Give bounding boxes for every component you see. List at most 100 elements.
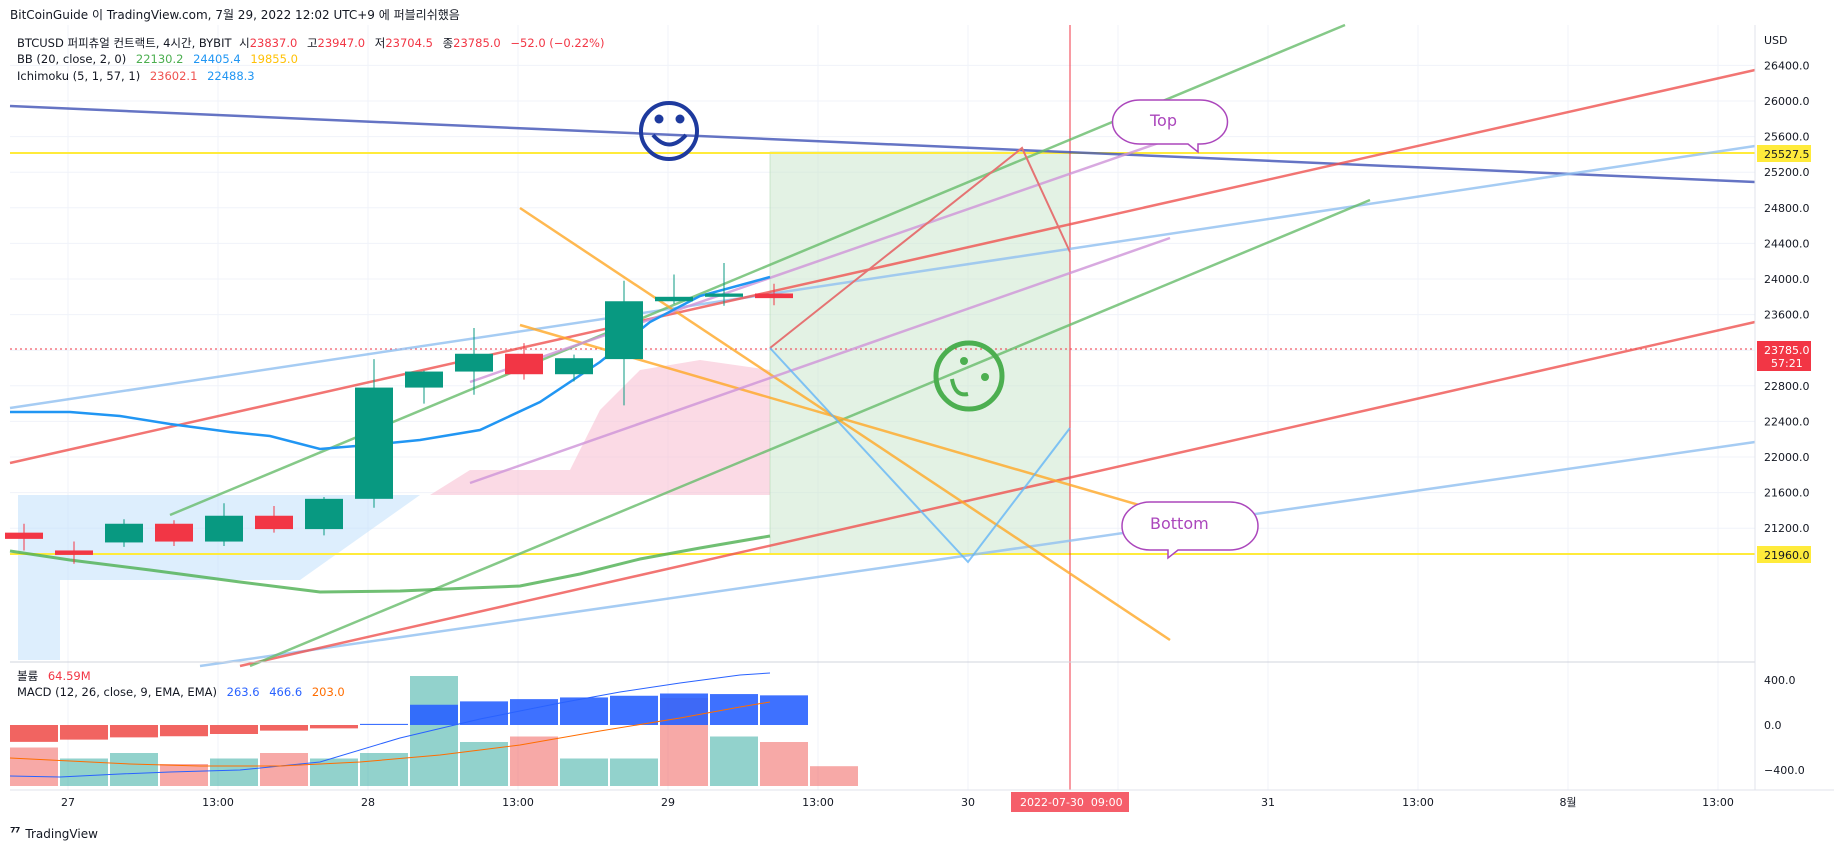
candle-body [705, 293, 743, 297]
svg-text:21960.0: 21960.0 [1764, 549, 1810, 562]
price-tick-label: 24000.0 [1764, 273, 1810, 286]
price-tick-label: 21200.0 [1764, 522, 1810, 535]
volume-bar [160, 764, 208, 786]
candle-body [605, 301, 643, 360]
time-tick-label: 27 [61, 796, 75, 809]
bottom-label: Bottom [1150, 514, 1209, 533]
volume-bar [610, 758, 658, 786]
volume-bar [810, 766, 858, 786]
open-label: 시 [239, 36, 250, 50]
volume-bars [10, 676, 858, 786]
price-tick-label: 24800.0 [1764, 202, 1810, 215]
macd-histogram-bar [360, 723, 408, 725]
macd-histogram-bar [460, 701, 508, 725]
footer-brand-text: TradingView [25, 826, 98, 841]
countdown-value: 57:21 [1771, 357, 1803, 370]
time-tick-label: 30 [961, 796, 975, 809]
price-tick-label: 25600.0 [1764, 131, 1810, 144]
volume-bar [560, 758, 608, 786]
time-axis-labels: 27 13:00 28 13:00 29 13:00 30 31 13:00 8월 13:00 [61, 796, 1734, 809]
symbol-legend[interactable]: BTCUSD 퍼피츄얼 컨트랙트, 4시간, BYBIT 시23837.0 고2… [17, 35, 610, 51]
down-projection-arrow [769, 347, 1071, 564]
ichimoku-a-value: 23602.1 [149, 69, 198, 83]
currency-label: USD [1764, 34, 1788, 47]
macd-histogram-bar [210, 725, 258, 734]
top-label: Top [1149, 111, 1177, 130]
last-price-tag: 23785.0 57:21 [1757, 341, 1811, 371]
macd-histogram-bar [610, 695, 658, 725]
sad-face-icon [933, 340, 1005, 412]
high-value: 23947.0 [317, 36, 366, 50]
time-tick-label: 8월 [1559, 796, 1576, 809]
bb-lower-value: 19855.0 [250, 52, 298, 66]
volume-value: 64.59M [47, 669, 91, 683]
last-price-value: 23785.0 [1764, 344, 1810, 357]
candle-body [105, 523, 143, 543]
red-channel-lower [239, 320, 1756, 668]
price-tick-label: 22400.0 [1764, 415, 1810, 428]
price-axis-labels: 26400.0 26000.0 25600.0 25200.0 24800.0 24400… [1764, 59, 1810, 535]
ichimoku-cloud-red [430, 360, 770, 495]
macd-histogram-bar [510, 699, 558, 725]
bb-upper-value: 24405.4 [193, 52, 241, 66]
svg-text:2022-07-30 09:00: 2022-07-30 09:00 [1020, 796, 1123, 809]
macd-tick-label: 0.0 [1764, 719, 1782, 732]
close-value: 23785.0 [453, 36, 501, 50]
purple-line-1 [469, 137, 1171, 384]
volume-bar [510, 736, 558, 786]
projection-arrows [769, 146, 1071, 564]
macd-histogram [10, 693, 808, 742]
high-label: 고 [306, 36, 318, 50]
purple-line-2 [469, 236, 1171, 485]
price-tick-label: 22000.0 [1764, 451, 1810, 464]
candle-body [405, 371, 443, 388]
macd-tick-label: −400.0 [1764, 764, 1805, 777]
price-tick-label: 25200.0 [1764, 166, 1810, 179]
macd-histogram-bar [260, 725, 308, 731]
volume-name: 볼륨 [17, 669, 39, 683]
change-value: −52.0 (−0.22%) [510, 36, 605, 50]
projection-zone [769, 151, 1071, 555]
volume-bar [410, 676, 458, 786]
time-tick-label: 28 [361, 796, 375, 809]
macd-signal-value: 203.0 [311, 685, 345, 699]
macd-histogram-bar [760, 695, 808, 725]
ichimoku-name: Ichimoku (5, 1, 57, 1) [17, 69, 141, 83]
time-tick-label: 13:00 [502, 796, 534, 809]
volume-bar [110, 753, 158, 786]
price-tick-label: 21600.0 [1764, 487, 1810, 500]
candlestick-series [5, 262, 793, 564]
macd-hist-value: 263.6 [226, 685, 260, 699]
ichimoku-legend[interactable]: Ichimoku (5, 1, 57, 1) 23602.1 22488.3 [17, 69, 261, 83]
bb-legend[interactable]: BB (20, close, 2, 0) 22130.2 24405.4 198… [17, 52, 304, 66]
candle-body [205, 515, 243, 542]
macd-legend[interactable]: MACD (12, 26, close, 9, EMA, EMA) 263.6 … [17, 685, 351, 699]
volume-bar [710, 736, 758, 786]
candle-body [755, 293, 793, 299]
red-channel-upper [9, 68, 1756, 465]
macd-name: MACD (12, 26, close, 9, EMA, EMA) [17, 685, 217, 699]
candle-body [5, 532, 43, 539]
svg-text:25527.5: 25527.5 [1764, 148, 1810, 161]
tradingview-logo-icon: ⁷⁷ [10, 826, 20, 841]
open-value: 23837.0 [249, 36, 298, 50]
volume-legend[interactable]: 볼륨 64.59M [17, 668, 97, 684]
volume-bar [760, 742, 808, 786]
happy-face-icon [639, 101, 699, 161]
ichimoku-b-value: 22488.3 [207, 69, 255, 83]
candle-body [305, 498, 343, 530]
low-value: 23704.5 [385, 36, 433, 50]
macd-line [9, 672, 771, 778]
time-tick-label: 13:00 [202, 796, 234, 809]
time-tick-label: 13:00 [802, 796, 834, 809]
blue-channel-upper [9, 144, 1756, 410]
footer-brand[interactable]: ⁷⁷ TradingView [10, 826, 98, 841]
orange-line-1 [519, 206, 1171, 642]
time-tick-label: 29 [661, 796, 675, 809]
candle-body [655, 296, 693, 302]
macd-tick-label: 400.0 [1764, 674, 1796, 687]
blue-channel-lower [199, 440, 1756, 668]
up-projection-arrow [769, 146, 1071, 349]
symbol-name: BTCUSD 퍼피츄얼 컨트랙트, 4시간, BYBIT [17, 36, 232, 50]
